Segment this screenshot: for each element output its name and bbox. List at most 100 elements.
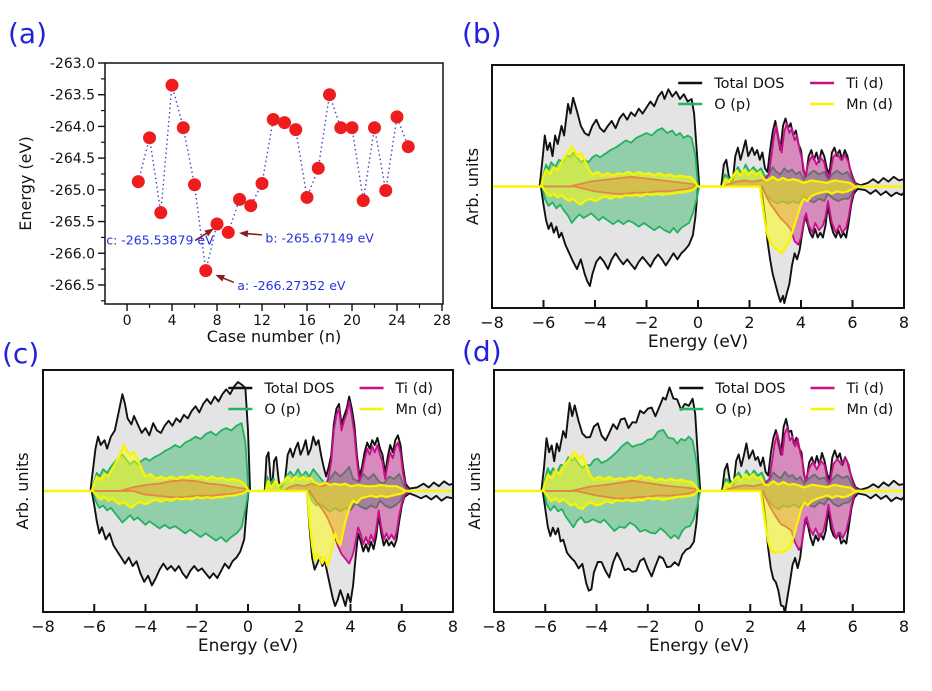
x-tick-label: 8 bbox=[899, 313, 909, 332]
x-tick-label: −6 bbox=[533, 617, 557, 636]
dos-fill-op-up bbox=[492, 128, 904, 187]
dos-fill-op-up bbox=[494, 429, 904, 491]
dos-fill-tid-up bbox=[43, 401, 453, 491]
legend-b: Total DOS O (p) Ti (d) Mn (d) bbox=[678, 76, 893, 113]
panel-label-b: (b) bbox=[462, 17, 502, 50]
plot-frame bbox=[104, 62, 444, 305]
x-tick-label: 4 bbox=[345, 617, 355, 636]
x-tick-label: 4 bbox=[796, 313, 806, 332]
legend-label: O (p) bbox=[264, 402, 301, 418]
legend-label: Ti (d) bbox=[395, 381, 434, 397]
data-point bbox=[143, 131, 157, 145]
x-tick-label: −8 bbox=[31, 617, 55, 636]
panel-label-a: (a) bbox=[8, 17, 48, 50]
dos-line-totaldos-up bbox=[43, 381, 453, 492]
data-point bbox=[199, 264, 213, 278]
dos-line-mnd-up bbox=[494, 451, 904, 493]
x-tick-label: −6 bbox=[82, 617, 106, 636]
x-tick-label: 6 bbox=[847, 313, 857, 332]
x-tick-label: 12 bbox=[253, 313, 271, 329]
x-tick-label: 16 bbox=[298, 313, 316, 329]
x-axis-title: Energy (eV) bbox=[648, 332, 748, 352]
dos-curves-c bbox=[43, 381, 453, 607]
data-point bbox=[255, 177, 269, 190]
data-point bbox=[356, 194, 370, 208]
data-point bbox=[323, 88, 337, 102]
panel-c: −8 −6 −4 −2 0 2 4 6 8 Energy (eV) Arb. units Total … bbox=[13, 369, 458, 656]
x-tick-label: 24 bbox=[388, 313, 406, 329]
panel-a: -263.0 -263.5 -264.0 -264.5 -265.0 -265.5 -266… bbox=[16, 56, 451, 346]
dos-fill-tid-up bbox=[492, 123, 904, 187]
data-point bbox=[379, 183, 393, 197]
dos-fill-totaldos-up bbox=[492, 89, 904, 187]
legend-label: Mn (d) bbox=[396, 402, 443, 418]
data-point bbox=[131, 175, 145, 189]
x-tick-label: 2 bbox=[745, 617, 755, 636]
data-point bbox=[266, 112, 280, 126]
data-point bbox=[154, 206, 168, 220]
dos-line-mnd-down bbox=[43, 489, 453, 568]
x-axis-title: Energy (eV) bbox=[198, 636, 298, 656]
y-tick-label: -264.0 bbox=[50, 119, 95, 135]
y-tick-label: -264.5 bbox=[50, 151, 95, 167]
y-tick-label: -265.5 bbox=[50, 215, 95, 231]
x-tick-label: 4 bbox=[796, 617, 806, 636]
legend-label: Mn (d) bbox=[847, 402, 894, 418]
data-point bbox=[345, 121, 359, 135]
panel-d: −8 −6 −4 −2 0 2 4 6 8 Energy (eV) Arb. units Total … bbox=[465, 369, 909, 656]
data-point bbox=[176, 121, 190, 135]
y-axis-title: Energy (eV) bbox=[16, 136, 35, 230]
dos-line-op-down bbox=[494, 490, 904, 540]
legend-label: Total DOS bbox=[713, 76, 784, 92]
dos-line-mnd-down bbox=[492, 185, 904, 255]
data-point bbox=[188, 178, 202, 192]
y-tick-label: -266.5 bbox=[50, 278, 95, 294]
x-axis-title: Energy (eV) bbox=[649, 636, 749, 656]
x-tick-label: −4 bbox=[583, 313, 607, 332]
dos-fill-mnd-up bbox=[43, 445, 453, 491]
legend-label: Total DOS bbox=[263, 381, 334, 397]
legend-label: Ti (d) bbox=[845, 76, 884, 92]
dos-fill-mnd-up bbox=[492, 146, 904, 187]
data-point bbox=[300, 190, 314, 204]
y-tick-label: -263.5 bbox=[50, 88, 95, 104]
y-axis-title: Arb. units bbox=[465, 452, 484, 529]
y-axis-title: Arb. units bbox=[13, 452, 32, 529]
dos-fill-tid-down bbox=[43, 491, 453, 564]
dos-line-op-down bbox=[492, 185, 904, 234]
x-tick-label: 8 bbox=[448, 617, 458, 636]
dos-line-mnd-up bbox=[492, 145, 904, 188]
x-tick-label: 28 bbox=[433, 313, 451, 329]
panel-label-c: (c) bbox=[2, 337, 40, 370]
annotation-text: a: -266.27352 eV bbox=[237, 278, 346, 293]
x-tick-label: 0 bbox=[243, 617, 253, 636]
x-tick-label: 0 bbox=[694, 617, 704, 636]
dos-fill-mnd-up bbox=[494, 452, 904, 491]
dos-curves-b bbox=[492, 88, 904, 305]
x-tick-label: −8 bbox=[482, 617, 506, 636]
dos-line-totaldos-up bbox=[492, 88, 904, 188]
legend-d: Total DOS O (p) Ti (d) Mn (d) bbox=[679, 381, 893, 418]
data-point bbox=[401, 140, 415, 154]
legend-label: Mn (d) bbox=[846, 97, 893, 113]
data-point bbox=[390, 110, 404, 124]
annotation-arrowhead bbox=[238, 230, 249, 238]
annotation-text: c: -265.53879 eV bbox=[106, 233, 214, 248]
data-point bbox=[278, 116, 292, 130]
legend-label: O (p) bbox=[715, 402, 752, 418]
legend-label: O (p) bbox=[714, 97, 751, 113]
x-tick-label: 8 bbox=[213, 313, 222, 329]
x-tick-label: −2 bbox=[635, 313, 659, 332]
y-tick-label: -266.0 bbox=[50, 246, 95, 262]
x-tick-label: 0 bbox=[123, 313, 132, 329]
dos-line-mnd-up bbox=[43, 443, 453, 493]
dos-line-mnd-down bbox=[494, 489, 904, 555]
dos-line-op-down bbox=[43, 490, 453, 543]
y-axis-title: Arb. units bbox=[463, 148, 482, 225]
y-tick-label: -263.0 bbox=[50, 56, 95, 72]
x-axis-title: Case number (n) bbox=[207, 327, 341, 346]
x-tick-label: −2 bbox=[636, 617, 660, 636]
annotation-arrowhead bbox=[215, 274, 225, 282]
